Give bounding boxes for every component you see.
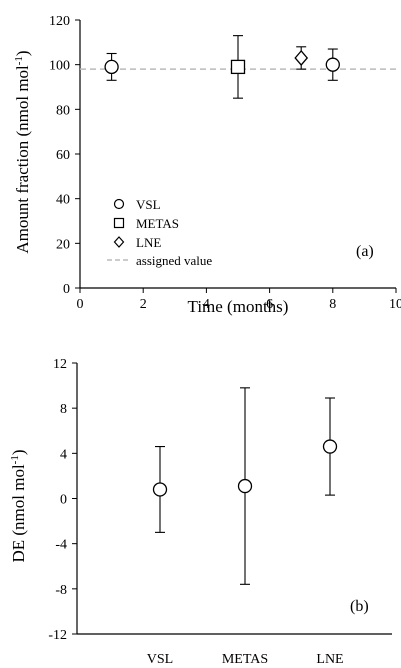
panel-b-y-tick-label: -8 [55,583,67,598]
panel-a-y-tick-label: 40 [56,193,70,208]
panel-a-y-axis-label: Amount fraction (nmol mol-1) [13,50,32,253]
panel-a-x-tick-label: 6 [266,297,273,312]
point-metas-0 [230,59,246,75]
panel-b-y-label-end: ) [9,449,28,455]
panel-a-y-label-sup: -1 [13,56,25,65]
point-vsl-1 [325,57,340,72]
panel-a-chart: 0 20 40 60 80 100 120 0 2 4 6 8 10 VSL METAS LNE ass… [13,14,401,316]
panel-b-category-label-metas: METAS [222,652,268,667]
panel-a-y-tick-label: 60 [56,148,70,163]
panel-a-x-tick-label: 2 [140,297,147,312]
legend-marker-lne [113,236,125,248]
panel-a-x-axis-label: Time (months) [188,297,289,316]
panel-b-axes [76,363,392,635]
panel-a-y-tick-label: 0 [63,282,70,297]
panel-a-y-label-main: Amount fraction (nmol mol [13,65,32,254]
panel-b-category-label-lne: LNE [316,652,343,667]
legend-label-lne: LNE [136,235,161,250]
legend-label-vsl: VSL [136,197,161,212]
panel-a-y-tick-label: 20 [56,237,70,252]
panel-b-y-tick-label: -4 [55,538,67,553]
point-vsl-0 [104,59,119,75]
point-de-lne [322,439,338,454]
panel-b-y-tick-label: 4 [60,447,67,462]
legend-marker-metas [113,217,125,229]
panel-a-y-label-end: ) [13,50,32,56]
panel-b-y-tick-label: 8 [60,402,67,417]
panel-b-y-tick-label: 12 [53,357,67,372]
panel-b-marks [152,387,338,585]
panel-a-legend-marks [107,198,130,261]
panel-b-ticks: -12 -8 -4 0 4 8 12 VSL METAS LNE [48,357,343,667]
panel-b-y-label-main: DE (nmol mol [9,464,28,562]
panel-a-label: (a) [356,243,374,260]
panel-a-marks [104,35,340,99]
panel-a-x-tick-label: 4 [203,297,210,312]
panel-a-x-tick-label: 10 [389,297,401,312]
point-de-metas [237,478,253,494]
panel-b-y-tick-label: -12 [48,628,67,643]
panel-a-y-tick-label: 120 [49,14,70,29]
panel-b-y-tick-label: 0 [60,493,67,508]
panel-a-y-tick-label: 100 [49,59,70,74]
point-lne-0 [294,49,309,66]
panel-b-y-label-sup: -1 [9,455,21,464]
point-de-vsl [152,482,168,497]
legend-marker-vsl [113,198,125,210]
panel-a-ticks: 0 20 40 60 80 100 120 0 2 4 6 8 10 [49,14,401,312]
panel-a-x-tick-label: 8 [329,297,336,312]
panel-b-chart: -12 -8 -4 0 4 8 12 VSL METAS LNE (b) DE (nmol mol… [9,357,392,667]
panel-b-category-label-vsl: VSL [147,652,173,667]
legend-label-assigned-value: assigned value [136,253,212,268]
panel-a-legend: VSL METAS LNE assigned value [107,197,212,268]
panel-a-x-tick-label: 0 [77,297,84,312]
panel-b-y-axis-label: DE (nmol mol-1) [9,449,28,562]
legend-label-metas: METAS [136,216,179,231]
panel-a-y-tick-label: 80 [56,103,70,118]
panel-b-label: (b) [350,598,369,615]
